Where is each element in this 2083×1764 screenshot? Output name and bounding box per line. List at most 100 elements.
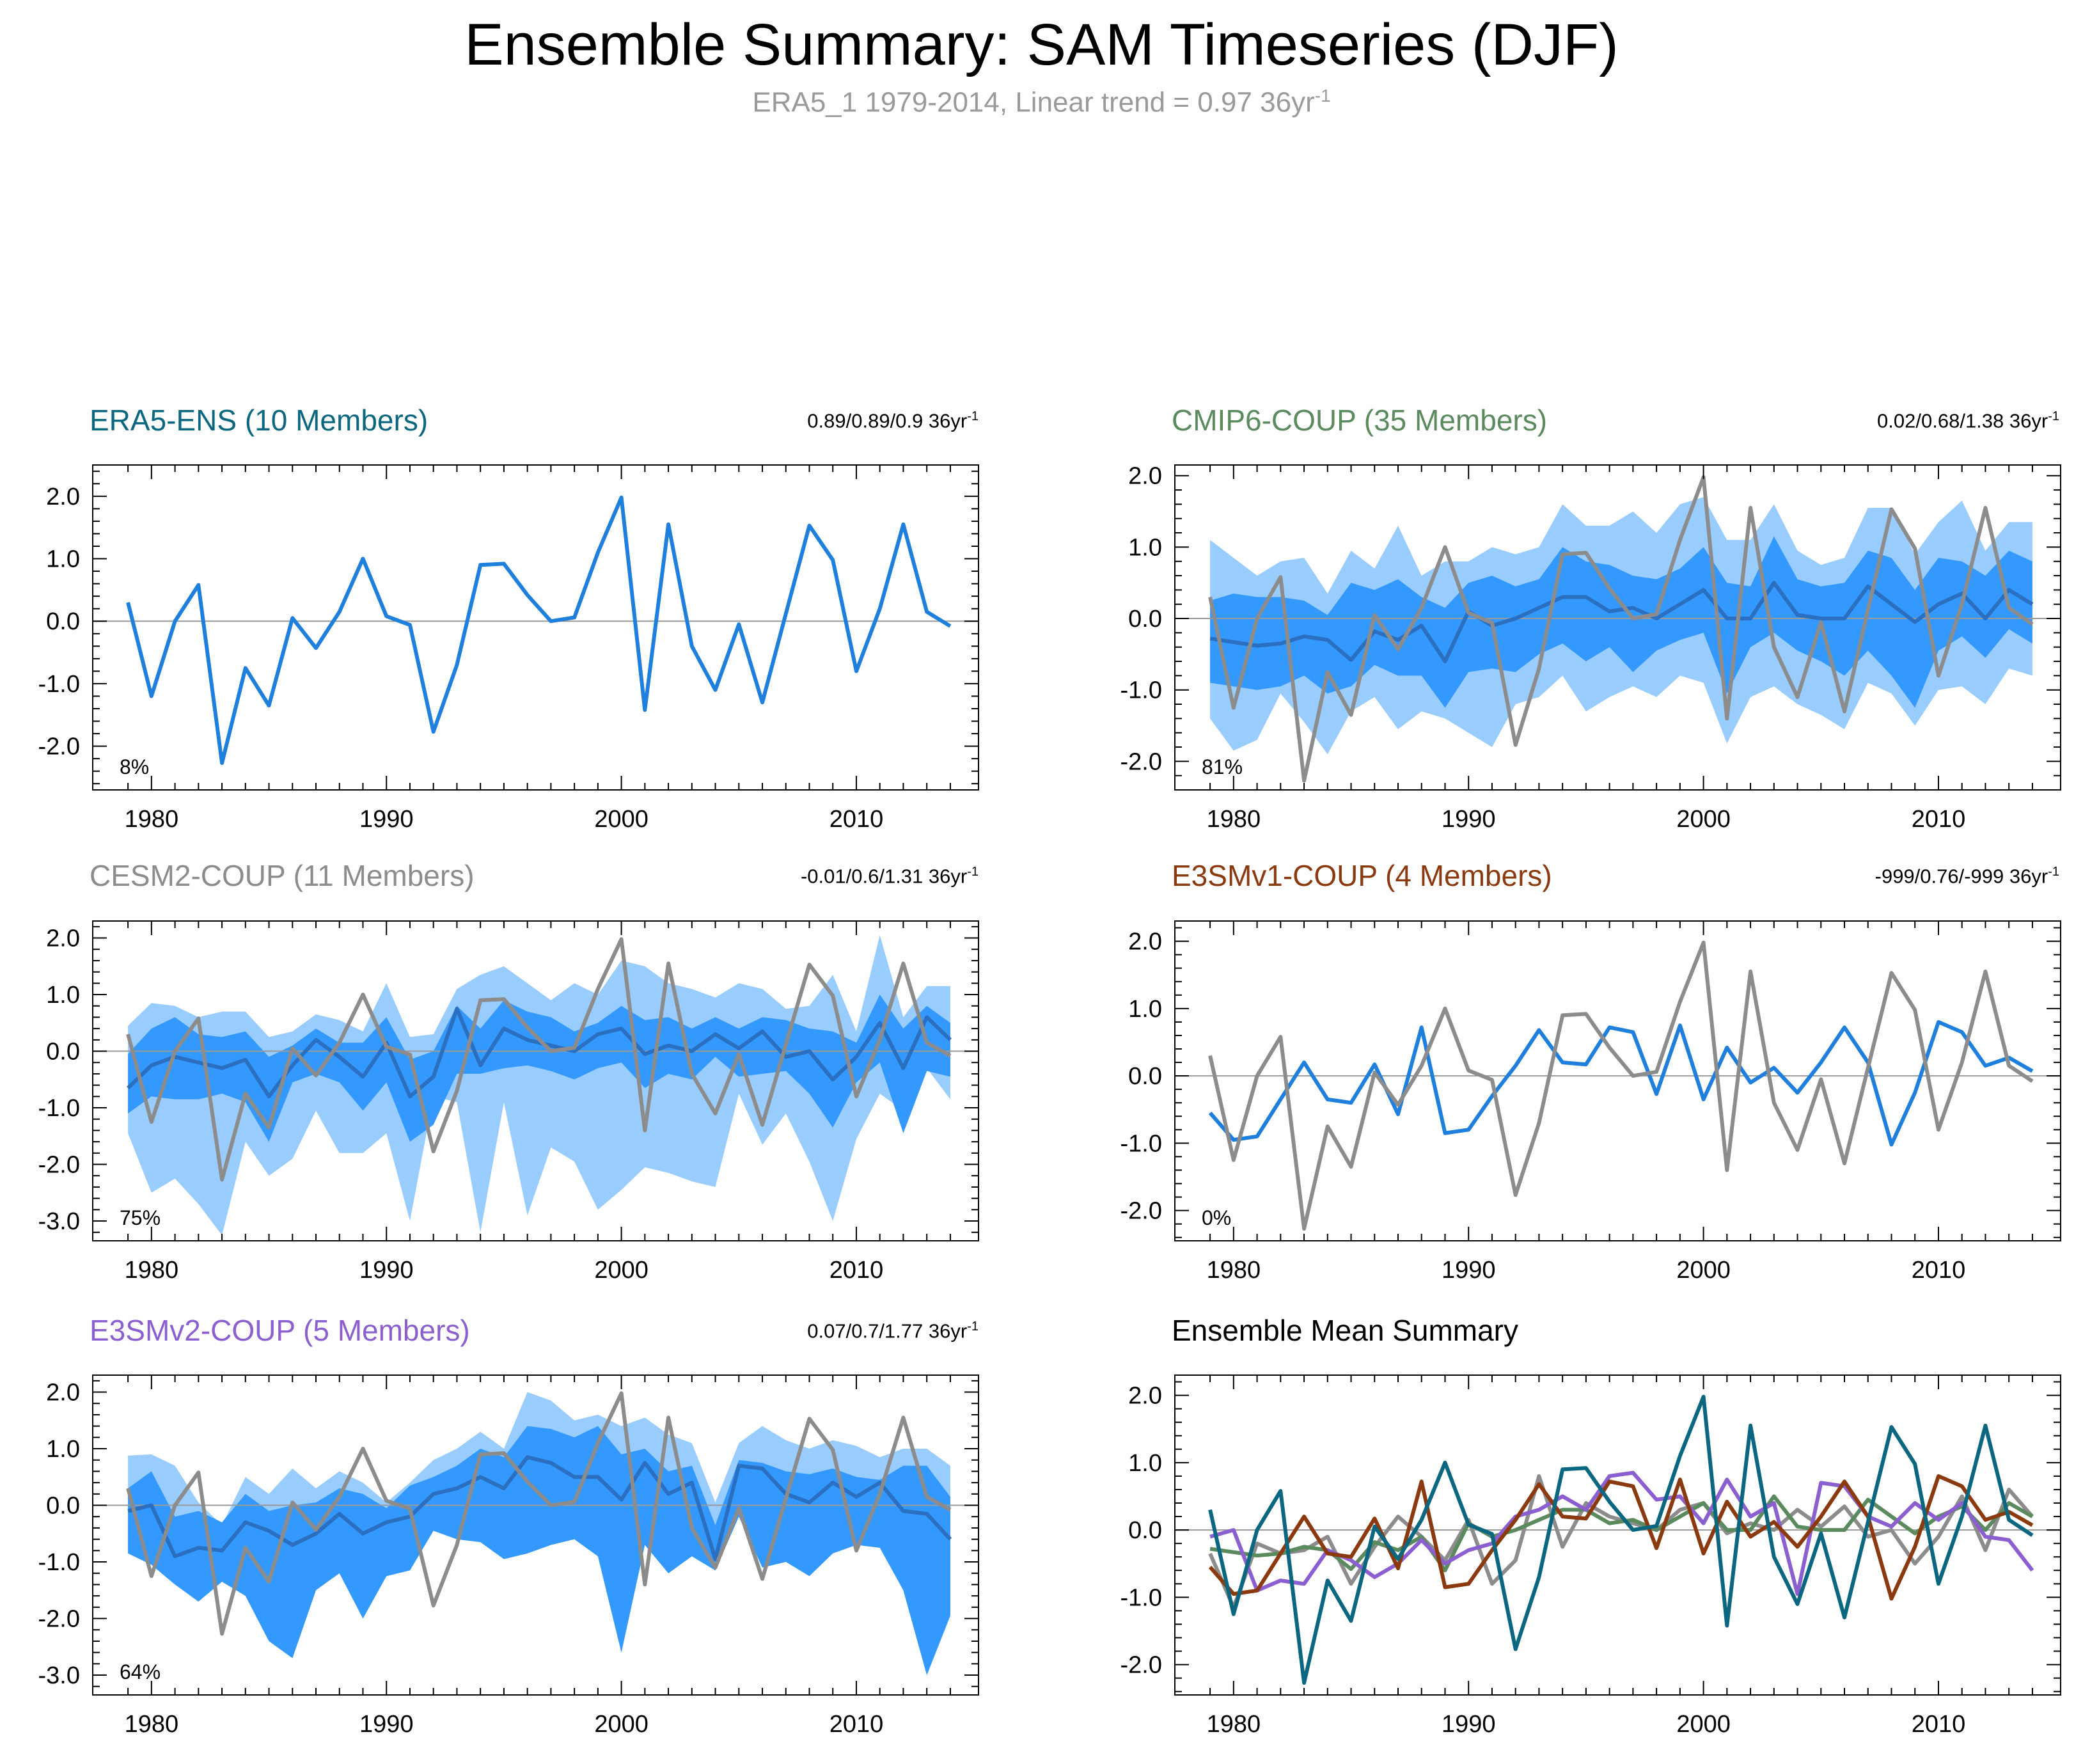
series-line-era5 [126, 1391, 952, 1636]
x-tick-label: 1980 [125, 1257, 179, 1284]
trend-sup: -1 [2048, 409, 2059, 423]
x-tick-label: 2000 [1676, 1711, 1731, 1738]
x-tick-label: 1990 [359, 1257, 414, 1284]
x-tick-label: 1990 [359, 1711, 414, 1738]
trend-sup: -1 [967, 1319, 979, 1334]
y-tick-label: 0.0 [46, 608, 80, 635]
x-tick-label: 1990 [1442, 806, 1496, 833]
chart-ensemble-mean-summary: 2.0 1.0 0.0 -1.0 -2.0 1980 1990 2000 2010 [1120, 1374, 2061, 1738]
series-line-era5-ens [1208, 1394, 2034, 1685]
y-tick-label: -3.0 [38, 1662, 80, 1689]
panel-trend-e3smv1-coup: -999/0.76/-999 36yr-1 [1727, 865, 2059, 888]
panel-title-e3smv1-coup: E3SMv1-COUP (4 Members) [1172, 859, 1552, 892]
percent-annotation: 75% [120, 1206, 161, 1229]
y-tick-label: 1.0 [1128, 534, 1162, 561]
series-line-era5 [1208, 475, 2034, 783]
plot-frame [92, 464, 979, 791]
series-line-cmip6-mean [1209, 581, 2034, 663]
chart-cmip6-coup: 2.0 1.0 0.0 -1.0 -2.0 1980 1990 2000 2010 81% [1120, 463, 2061, 833]
y-tick-label: -2.0 [1120, 1652, 1162, 1679]
y-tick-label: -2.0 [38, 734, 80, 760]
y-tick-label: -1.0 [1120, 1130, 1162, 1157]
x-tick-label: 2010 [1912, 806, 1966, 833]
panel-title-cmip6-coup: CMIP6-COUP (35 Members) [1172, 404, 1548, 437]
percent-annotation: 0% [1202, 1206, 1231, 1229]
y-tick-label: -1.0 [1120, 677, 1162, 704]
x-tick-label: 2010 [1912, 1257, 1966, 1284]
trend-text: 0.89/0.89/0.9 36yr [807, 409, 968, 432]
x-tick-label: 1980 [125, 1711, 179, 1738]
x-tick-label: 1980 [1207, 1711, 1261, 1738]
series-line-e3smv2-coup [1209, 1470, 2034, 1596]
y-tick-label: 2.0 [1128, 463, 1162, 490]
x-tick-label: 1980 [1207, 806, 1261, 833]
trend-text: 0.07/0.7/1.77 36yr [807, 1319, 968, 1343]
plot-frame [1174, 464, 2061, 791]
y-tick-label: -2.0 [38, 1606, 80, 1633]
x-tick-label: 1990 [1442, 1257, 1496, 1284]
y-tick-label: 0.0 [1128, 606, 1162, 633]
y-tick-label: 1.0 [1128, 1450, 1162, 1477]
series-line-e3smv1 [1208, 1020, 2034, 1147]
panel-title-e3smv2-coup: E3SMv2-COUP (5 Members) [90, 1314, 470, 1347]
series-line-cmip6-coup [1209, 1494, 2034, 1573]
y-tick-label: 0.0 [46, 1493, 80, 1520]
panel-trend-cesm2-coup: -0.01/0.6/1.31 36yr-1 [640, 865, 979, 888]
chart-e3smv2-coup: 2.0 1.0 0.0 -1.0 -2.0 -3.0 1980 1990 2000 2010 64% [38, 1374, 979, 1738]
trend-sup: -1 [2048, 865, 2059, 879]
x-tick-label: 1980 [125, 806, 179, 833]
y-tick-label: 2.0 [1128, 1383, 1162, 1410]
x-tick-label: 2010 [829, 1257, 884, 1284]
figure-subtitle: ERA5_1 1979-2014, Linear trend = 0.97 36… [0, 86, 2083, 119]
panel-trend-cmip6-coup: 0.02/0.68/1.38 36yr-1 [1727, 409, 2059, 432]
panel-trend-e3smv2-coup: 0.07/0.7/1.77 36yr-1 [640, 1319, 979, 1343]
x-tick-label: 2010 [1912, 1711, 1966, 1738]
y-tick-label: 1.0 [46, 546, 80, 573]
x-tick-label: 1990 [359, 806, 414, 833]
plot-frame [92, 920, 979, 1241]
y-tick-label: -1.0 [38, 1549, 80, 1576]
y-tick-label: -3.0 [38, 1208, 80, 1235]
percent-annotation: 8% [120, 755, 149, 778]
y-tick-label: 0.0 [1128, 1063, 1162, 1090]
trend-text: 0.02/0.68/1.38 36yr [1877, 409, 2048, 432]
y-tick-label: 2.0 [1128, 929, 1162, 956]
series-line-e3smv2-mean [127, 1455, 952, 1561]
panel-title-cesm2-coup: CESM2-COUP (11 Members) [90, 859, 475, 892]
x-tick-label: 1980 [1207, 1257, 1261, 1284]
y-tick-label: -2.0 [38, 1152, 80, 1179]
trend-sup: -1 [967, 409, 979, 423]
y-tick-label: 1.0 [1128, 996, 1162, 1023]
percent-annotation: 81% [1202, 755, 1243, 778]
y-tick-label: -1.0 [1120, 1584, 1162, 1611]
plot-frame [1174, 920, 2061, 1241]
x-tick-label: 2000 [1676, 806, 1731, 833]
y-tick-label: -2.0 [1120, 748, 1162, 775]
chart-e3smv1-coup: 2.0 1.0 0.0 -1.0 -2.0 1980 1990 2000 2010 0% [1120, 920, 2061, 1284]
trend-text: -999/0.76/-999 36yr [1875, 865, 2048, 888]
subtitle-text: ERA5_1 1979-2014, Linear trend = 0.97 36… [752, 86, 1315, 118]
trend-sup: -1 [967, 865, 979, 879]
y-tick-label: 2.0 [46, 484, 80, 510]
inner-spread-band [128, 995, 950, 1142]
y-tick-label: -1.0 [38, 1095, 80, 1122]
series-line-e3smv1-coup [1208, 1474, 2034, 1601]
x-tick-label: 1990 [1442, 1711, 1496, 1738]
chart-era5-ens: 2.0 1.0 0.0 -1.0 -2.0 1980 1990 2000 2010 8% [38, 464, 979, 833]
inner-spread-band [128, 1426, 950, 1675]
y-tick-label: 2.0 [46, 1380, 80, 1406]
series-line-era5 [1208, 940, 2034, 1231]
y-tick-label: 0.0 [1128, 1517, 1162, 1544]
panel-title-era5-ens: ERA5-ENS (10 Members) [90, 404, 428, 437]
x-tick-label: 2000 [594, 806, 648, 833]
subtitle-sup: -1 [1314, 86, 1331, 106]
plot-frame [1174, 1374, 2061, 1696]
series-line-era5 [126, 495, 952, 765]
x-tick-label: 2010 [829, 806, 884, 833]
figure-title: Ensemble Summary: SAM Timeseries (DJF) [464, 12, 1619, 77]
percent-annotation: 64% [120, 1660, 161, 1683]
x-tick-label: 2010 [829, 1711, 884, 1738]
x-tick-label: 2000 [594, 1711, 648, 1738]
